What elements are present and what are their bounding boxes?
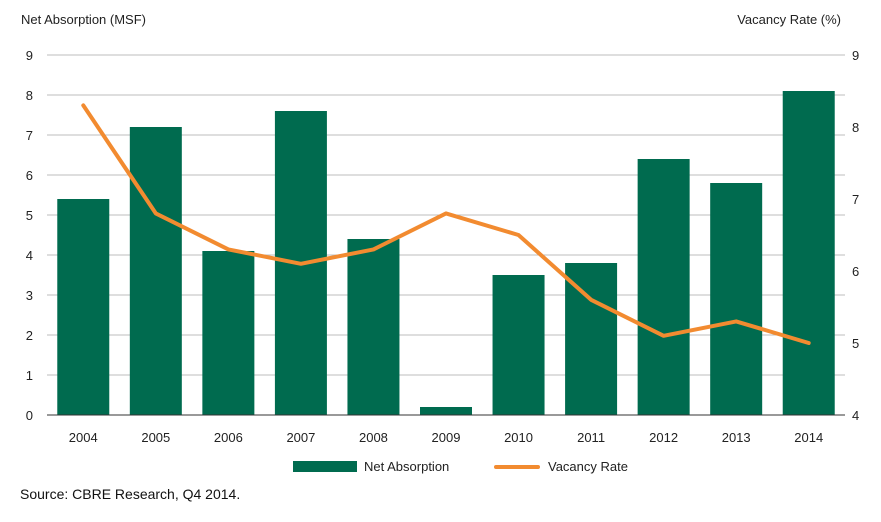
x-tick-label: 2014 <box>794 430 823 445</box>
vacancy-rate-line <box>81 103 811 345</box>
y-tick-label: 7 <box>26 128 33 143</box>
y2-tick-label: 5 <box>852 336 859 351</box>
x-tick-label: 2011 <box>577 430 605 445</box>
y2-tick-label: 4 <box>852 408 859 423</box>
x-tick-label: 2012 <box>649 430 678 445</box>
bar <box>420 407 472 415</box>
bar <box>565 263 618 415</box>
y-tick-label: 1 <box>26 368 33 383</box>
x-tick-label: 2008 <box>359 430 388 445</box>
y-tick-label: 9 <box>26 48 33 63</box>
right-axis-title: Vacancy Rate (%) <box>737 12 841 27</box>
bar <box>202 251 255 415</box>
y-tick-label: 6 <box>26 168 33 183</box>
legend-item-net-absorption: Net Absorption <box>293 459 449 474</box>
y2-tick-label: 8 <box>852 120 859 135</box>
y2-tick-label: 9 <box>852 48 859 63</box>
legend-swatch-bar <box>293 461 357 472</box>
left-axis-title: Net Absorption (MSF) <box>21 12 146 27</box>
x-tick-label: 2007 <box>286 430 315 445</box>
bar <box>347 239 400 415</box>
y-tick-label: 3 <box>26 288 33 303</box>
x-tick-label: 2013 <box>722 430 751 445</box>
x-tick-label: 2009 <box>432 430 461 445</box>
source-note: Source: CBRE Research, Q4 2014. <box>20 486 241 502</box>
bar <box>492 275 545 415</box>
x-tick-label: 2006 <box>214 430 243 445</box>
y-tick-label: 4 <box>26 248 33 263</box>
x-tick-label: 2010 <box>504 430 533 445</box>
y2-tick-label: 6 <box>852 264 859 279</box>
legend-swatch-line <box>494 464 540 469</box>
y-tick-label: 8 <box>26 88 33 103</box>
bar <box>710 183 763 415</box>
bar <box>782 91 835 415</box>
x-tick-label: 2005 <box>141 430 170 445</box>
legend-item-vacancy-rate: Vacancy Rate <box>494 459 628 474</box>
y-tick-label: 0 <box>26 408 33 423</box>
x-tick-label: 2004 <box>69 430 98 445</box>
bar <box>129 127 182 415</box>
y-tick-label: 2 <box>26 328 33 343</box>
legend-label-net-absorption: Net Absorption <box>364 459 450 474</box>
bar <box>57 199 110 415</box>
y-tick-label: 5 <box>26 208 33 223</box>
legend-label-vacancy-rate: Vacancy Rate <box>548 459 628 474</box>
bar <box>637 159 690 415</box>
y2-tick-label: 7 <box>852 192 859 207</box>
